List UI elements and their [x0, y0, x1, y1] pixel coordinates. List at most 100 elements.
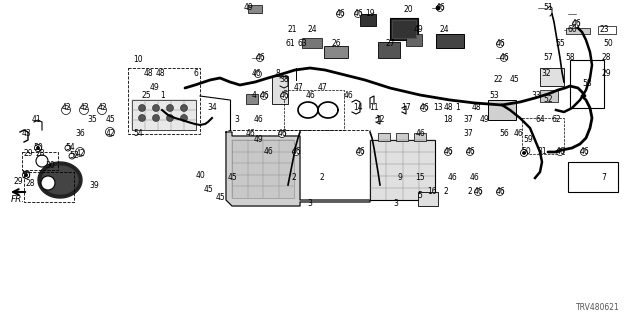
Bar — [378, 133, 390, 141]
Text: 46: 46 — [473, 188, 483, 196]
Text: 46: 46 — [495, 188, 505, 196]
Text: 42: 42 — [97, 103, 107, 113]
Circle shape — [356, 12, 360, 16]
Text: 46: 46 — [259, 92, 269, 100]
Circle shape — [522, 151, 525, 155]
Circle shape — [500, 54, 508, 61]
Text: 29: 29 — [601, 69, 611, 78]
Text: 27: 27 — [385, 39, 395, 49]
Polygon shape — [38, 162, 82, 198]
Text: 46: 46 — [353, 10, 363, 19]
Circle shape — [166, 105, 173, 111]
Circle shape — [502, 56, 506, 60]
Text: 46: 46 — [513, 130, 523, 139]
Text: 3: 3 — [394, 199, 399, 209]
Bar — [436, 34, 464, 48]
Circle shape — [446, 150, 450, 154]
Bar — [568, 162, 618, 192]
Circle shape — [580, 148, 588, 156]
Text: 6: 6 — [193, 69, 198, 78]
Circle shape — [557, 148, 563, 156]
Text: 46: 46 — [435, 4, 445, 12]
Bar — [598, 26, 616, 34]
Text: 54: 54 — [65, 143, 75, 153]
Circle shape — [497, 188, 504, 196]
Bar — [370, 140, 435, 200]
Bar — [24, 172, 74, 202]
Text: 23: 23 — [599, 26, 609, 35]
Text: 64: 64 — [535, 116, 545, 124]
Text: 1: 1 — [161, 92, 165, 100]
Text: 46: 46 — [255, 53, 265, 62]
Circle shape — [338, 12, 342, 16]
Text: 28: 28 — [35, 149, 45, 158]
Circle shape — [574, 22, 578, 26]
Text: 45: 45 — [215, 194, 225, 203]
Text: 42: 42 — [79, 103, 89, 113]
Circle shape — [108, 130, 113, 134]
Text: 41: 41 — [31, 116, 41, 124]
Text: 12: 12 — [375, 116, 385, 124]
Text: 49: 49 — [243, 4, 253, 12]
Circle shape — [36, 155, 48, 167]
Text: 60: 60 — [567, 26, 577, 35]
Text: 16: 16 — [427, 188, 437, 196]
Text: 17: 17 — [401, 103, 411, 113]
Text: 46: 46 — [251, 69, 261, 78]
Text: 45: 45 — [203, 186, 213, 195]
Text: 7: 7 — [602, 173, 607, 182]
Text: 18: 18 — [444, 116, 452, 124]
Bar — [488, 100, 516, 120]
Circle shape — [180, 115, 188, 122]
Circle shape — [65, 145, 71, 151]
Circle shape — [356, 148, 364, 156]
Circle shape — [498, 42, 502, 46]
Text: 46: 46 — [571, 20, 581, 28]
Circle shape — [355, 11, 362, 18]
Circle shape — [445, 148, 451, 156]
Text: 51: 51 — [543, 4, 553, 12]
Bar — [566, 28, 590, 34]
Bar — [360, 14, 376, 26]
Text: 49: 49 — [479, 116, 489, 124]
Text: 42: 42 — [75, 149, 85, 158]
Circle shape — [76, 148, 84, 156]
Text: 46: 46 — [499, 53, 509, 62]
Circle shape — [258, 56, 262, 60]
Text: 49: 49 — [253, 135, 263, 145]
Text: 58: 58 — [565, 53, 575, 62]
Text: 46: 46 — [465, 148, 475, 156]
Text: TRV480621: TRV480621 — [576, 303, 620, 312]
Bar — [324, 46, 348, 58]
Circle shape — [22, 172, 29, 179]
Text: 48: 48 — [143, 69, 153, 78]
Circle shape — [292, 148, 300, 156]
Text: 15: 15 — [415, 173, 425, 182]
Text: 20: 20 — [403, 5, 413, 14]
Text: 46: 46 — [469, 173, 479, 182]
Circle shape — [99, 108, 104, 113]
Polygon shape — [42, 166, 78, 194]
Text: 55: 55 — [555, 39, 565, 49]
Text: 56: 56 — [499, 130, 509, 139]
Circle shape — [61, 106, 70, 115]
Text: 22: 22 — [493, 76, 503, 84]
Text: 46: 46 — [495, 39, 505, 49]
Text: 42: 42 — [61, 103, 71, 113]
Text: 46: 46 — [291, 148, 301, 156]
Circle shape — [180, 105, 188, 111]
Text: 21: 21 — [287, 26, 297, 35]
Bar — [378, 42, 400, 58]
Text: 26: 26 — [331, 39, 341, 49]
Text: 39: 39 — [89, 181, 99, 190]
Text: 46: 46 — [555, 148, 565, 156]
Bar — [232, 140, 294, 198]
Circle shape — [256, 72, 260, 76]
Bar — [392, 20, 416, 38]
Text: 37: 37 — [463, 116, 473, 124]
Text: 46: 46 — [245, 130, 255, 139]
Text: 38: 38 — [279, 76, 289, 84]
Text: 9: 9 — [397, 173, 403, 182]
Bar — [540, 68, 564, 86]
Text: 2: 2 — [444, 188, 449, 196]
